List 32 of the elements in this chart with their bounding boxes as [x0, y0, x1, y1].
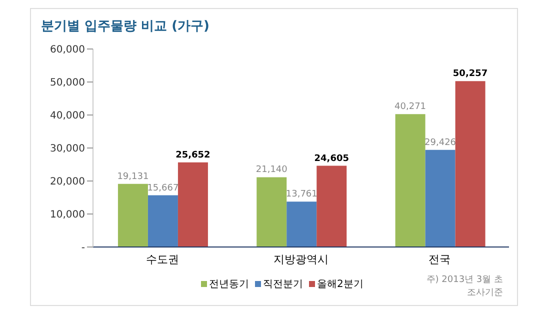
y-tick-label: -: [81, 242, 86, 254]
x-tick-label: 전국: [428, 252, 451, 266]
bar: [455, 81, 486, 247]
bar: [118, 184, 148, 247]
y-tick-label: 50,000: [50, 78, 85, 89]
legend-label: 전년동기: [208, 278, 249, 291]
data-label: 21,140: [256, 165, 288, 176]
bar: [178, 162, 208, 247]
legend-label: 직전분기: [262, 278, 303, 291]
bar: [148, 195, 178, 247]
y-tick-label: 30,000: [50, 144, 85, 155]
bar: [425, 150, 456, 247]
data-label: 15,667: [147, 183, 179, 194]
bar: [286, 202, 317, 247]
y-tick-label: 40,000: [50, 110, 85, 122]
data-label: 19,131: [117, 172, 149, 182]
bar: [316, 166, 347, 247]
y-tick-label: 60,000: [50, 44, 85, 56]
bar: [395, 114, 426, 247]
x-tick-label: 수도권: [146, 252, 179, 266]
data-label: 40,271: [394, 102, 426, 112]
data-label: 25,652: [176, 150, 210, 160]
x-tick-label: 지방광역시: [274, 252, 328, 266]
y-tick-label: 10,000: [50, 210, 85, 221]
legend-label: 올해2분기: [316, 278, 364, 291]
data-label: 13,761: [286, 190, 318, 200]
chart-title: 분기별 입주물량 비교 (가구): [41, 18, 210, 35]
data-label: 24,605: [314, 154, 349, 164]
bar: [256, 177, 287, 247]
text: 주) 2013년 3월 초 조사기준: [426, 274, 503, 299]
y-tick-label: 20,000: [50, 176, 85, 188]
data-label: 50,257: [452, 69, 488, 80]
